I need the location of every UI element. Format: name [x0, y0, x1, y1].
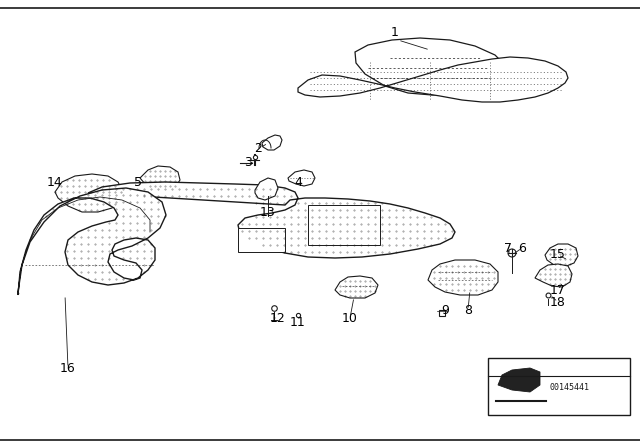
- Text: 10: 10: [342, 311, 358, 324]
- Polygon shape: [535, 264, 572, 287]
- Text: 17: 17: [550, 284, 566, 297]
- Polygon shape: [308, 205, 380, 245]
- Text: 12: 12: [270, 311, 286, 324]
- Text: 8: 8: [464, 303, 472, 316]
- Polygon shape: [88, 182, 455, 258]
- Text: 4: 4: [294, 177, 302, 190]
- Polygon shape: [428, 260, 498, 295]
- Text: 13: 13: [260, 207, 276, 220]
- Text: 16: 16: [60, 362, 76, 375]
- Text: 15: 15: [550, 249, 566, 262]
- Polygon shape: [355, 38, 505, 95]
- Text: 6: 6: [518, 241, 526, 254]
- Text: 3: 3: [244, 156, 252, 169]
- Polygon shape: [262, 135, 282, 150]
- Polygon shape: [255, 178, 278, 200]
- Text: 5: 5: [134, 177, 142, 190]
- Polygon shape: [335, 276, 378, 298]
- Text: 7: 7: [504, 241, 512, 254]
- Text: 9: 9: [441, 303, 449, 316]
- Polygon shape: [140, 166, 180, 190]
- Bar: [488, 358, 630, 415]
- Text: 1: 1: [391, 26, 399, 39]
- Text: 14: 14: [47, 177, 63, 190]
- Polygon shape: [18, 188, 166, 295]
- Polygon shape: [55, 174, 122, 212]
- Text: 2: 2: [254, 142, 262, 155]
- Polygon shape: [298, 57, 568, 102]
- Polygon shape: [238, 228, 285, 252]
- Text: 18: 18: [550, 296, 566, 309]
- Text: 11: 11: [290, 315, 306, 328]
- Polygon shape: [498, 368, 540, 392]
- Circle shape: [508, 249, 516, 257]
- Polygon shape: [545, 244, 578, 267]
- Polygon shape: [288, 170, 315, 186]
- Text: 00145441: 00145441: [549, 383, 589, 392]
